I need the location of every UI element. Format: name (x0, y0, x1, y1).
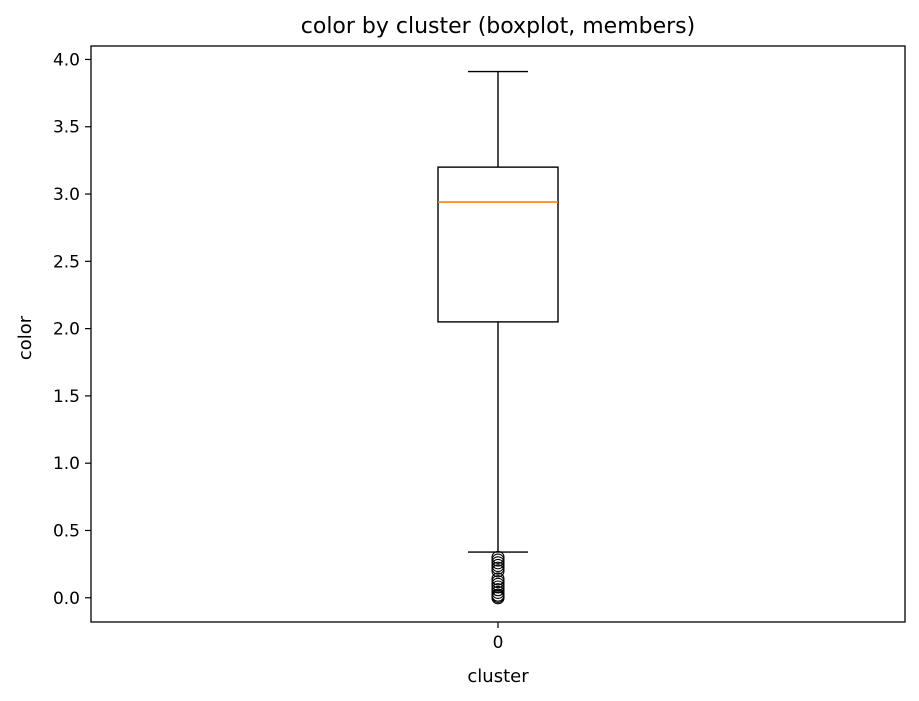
y-tick-label: 1.0 (53, 454, 80, 474)
y-axis-label: color (15, 315, 36, 360)
outlier-point (491, 572, 505, 586)
axes-frame (90, 45, 906, 623)
y-tick-label: 3.0 (53, 185, 80, 205)
x-tick-label: 0 (493, 633, 504, 653)
chart-title: color by cluster (boxplot, members) (301, 14, 695, 39)
y-tick-label: 4.0 (53, 50, 80, 70)
outlier-point (491, 558, 505, 573)
box-group (437, 70, 559, 605)
outlier-point (491, 553, 505, 567)
outlier-point (491, 580, 505, 594)
outlier-point (491, 591, 505, 605)
y-tick-label: 1.5 (53, 387, 80, 407)
outlier-point (491, 583, 505, 597)
plot-area (437, 70, 559, 605)
y-tick-label: 2.0 (53, 320, 80, 340)
y-tick-label: 0.0 (53, 589, 80, 609)
y-tick-label: 2.5 (53, 252, 80, 272)
outlier-point (491, 585, 505, 599)
outlier-point (491, 561, 505, 575)
iqr-box (437, 166, 559, 323)
outlier-point (491, 550, 505, 564)
outlier-point (491, 556, 505, 570)
outlier-point (491, 575, 505, 589)
x-axis: 0 (493, 622, 504, 653)
outlier-point (491, 564, 505, 578)
y-tick-label: 0.5 (53, 521, 80, 541)
y-axis: 0.0 0.5 1.0 1.5 2.0 2.5 3.0 3.5 4.0 (53, 50, 91, 609)
y-tick-label: 3.5 (53, 118, 80, 138)
x-axis-label: cluster (467, 666, 529, 687)
